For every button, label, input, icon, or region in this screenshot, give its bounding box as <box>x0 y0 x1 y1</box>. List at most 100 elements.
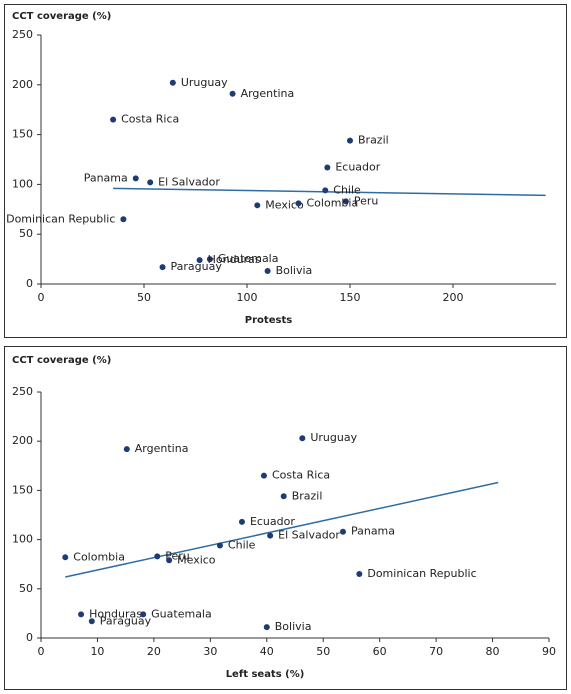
point <box>110 116 117 123</box>
point-label: Uruguay <box>310 431 357 444</box>
y-tick-label: 200 <box>12 434 33 447</box>
point <box>169 79 176 86</box>
point <box>263 624 270 631</box>
x-tick-label: 10 <box>90 645 104 658</box>
x-tick-label: 50 <box>316 645 330 658</box>
point <box>88 618 95 625</box>
y-tick-label: 250 <box>12 385 33 398</box>
point-label: Mexico <box>265 198 304 211</box>
point-label: Chile <box>228 539 256 552</box>
point <box>229 90 236 97</box>
x-tick-label: 80 <box>486 645 500 658</box>
point-label: Costa Rica <box>121 113 179 126</box>
point-label: El Salvador <box>158 175 220 188</box>
y-tick-label: 150 <box>12 483 33 496</box>
point <box>342 198 349 205</box>
y-tick-label: 0 <box>26 631 33 644</box>
x-tick-label: 70 <box>429 645 443 658</box>
point <box>267 532 274 539</box>
y-tick-label: 200 <box>12 78 33 91</box>
point <box>159 264 166 271</box>
point-label: El Salvador <box>278 529 340 542</box>
point <box>299 435 306 442</box>
point <box>147 179 154 186</box>
x-tick-label: 150 <box>340 291 361 304</box>
point-label: Ecuador <box>335 160 380 173</box>
point-label: Dominican Republic <box>367 567 476 580</box>
point-label: Brazil <box>358 134 389 147</box>
point <box>123 446 130 453</box>
y-tick-label: 250 <box>12 28 33 41</box>
panel-border <box>4 346 567 690</box>
point-label: Guatemala <box>218 252 279 265</box>
point-label: Dominican Republic <box>6 212 115 225</box>
point-label: Colombia <box>307 196 359 209</box>
point <box>324 164 331 171</box>
point <box>154 553 161 560</box>
x-tick-label: 0 <box>38 645 45 658</box>
y-axis-title: CCT coverage (%) <box>12 11 111 22</box>
point-label: Paraguay <box>100 614 152 627</box>
point <box>140 611 147 618</box>
trendline <box>113 187 546 197</box>
y-tick-label: 100 <box>12 177 33 190</box>
point-label: Peru <box>354 194 379 207</box>
point-label: Panama <box>351 525 395 538</box>
point <box>120 216 127 223</box>
x-tick-label: 100 <box>237 291 258 304</box>
panel-border <box>4 4 567 338</box>
point <box>356 571 363 578</box>
y-axis-title: CCT coverage (%) <box>12 355 111 366</box>
x-tick-label: 200 <box>443 291 464 304</box>
point <box>166 557 173 564</box>
point-label: Argentina <box>135 442 189 455</box>
point-label: Chile <box>333 183 361 196</box>
x-tick-label: 0 <box>38 291 45 304</box>
x-tick-label: 50 <box>137 291 151 304</box>
x-axis-title: Protests <box>245 315 292 326</box>
x-axis-title: Left seats (%) <box>226 669 305 680</box>
x-tick-label: 20 <box>147 645 161 658</box>
y-tick-label: 100 <box>12 533 33 546</box>
y-tick-label: 50 <box>19 227 33 240</box>
point-label: Costa Rica <box>272 469 330 482</box>
point-label: Guatemala <box>151 607 212 620</box>
x-tick-label: 40 <box>260 645 274 658</box>
y-tick-label: 150 <box>12 128 33 141</box>
point-label: Panama <box>84 171 128 184</box>
y-tick-label: 50 <box>19 582 33 595</box>
point <box>238 518 245 525</box>
point <box>78 611 85 618</box>
point <box>196 257 203 264</box>
point <box>132 175 139 182</box>
point <box>264 268 271 275</box>
point <box>339 528 346 535</box>
point-label: Bolivia <box>276 264 313 277</box>
point-label: Paraguay <box>171 260 223 273</box>
point-label: Ecuador <box>250 515 295 528</box>
x-tick-label: 60 <box>373 645 387 658</box>
point <box>322 187 329 194</box>
x-tick-label: 30 <box>203 645 217 658</box>
point-label: Bolivia <box>275 620 312 633</box>
point <box>254 202 261 209</box>
point-label: Argentina <box>241 87 295 100</box>
point-label: Uruguay <box>181 76 228 89</box>
point <box>206 256 213 263</box>
point-label: Brazil <box>292 489 323 502</box>
point <box>280 493 287 500</box>
y-tick-label: 0 <box>26 277 33 290</box>
point-label: Mexico <box>177 553 216 566</box>
point <box>295 200 302 207</box>
trendline <box>65 481 499 578</box>
point <box>216 542 223 549</box>
point-label: Honduras <box>208 253 261 266</box>
point-label: Honduras <box>89 607 142 620</box>
point <box>347 137 353 144</box>
x-tick-label: 90 <box>542 645 556 658</box>
point <box>62 554 69 561</box>
point-label: Colombia <box>73 550 125 563</box>
point <box>260 472 267 479</box>
